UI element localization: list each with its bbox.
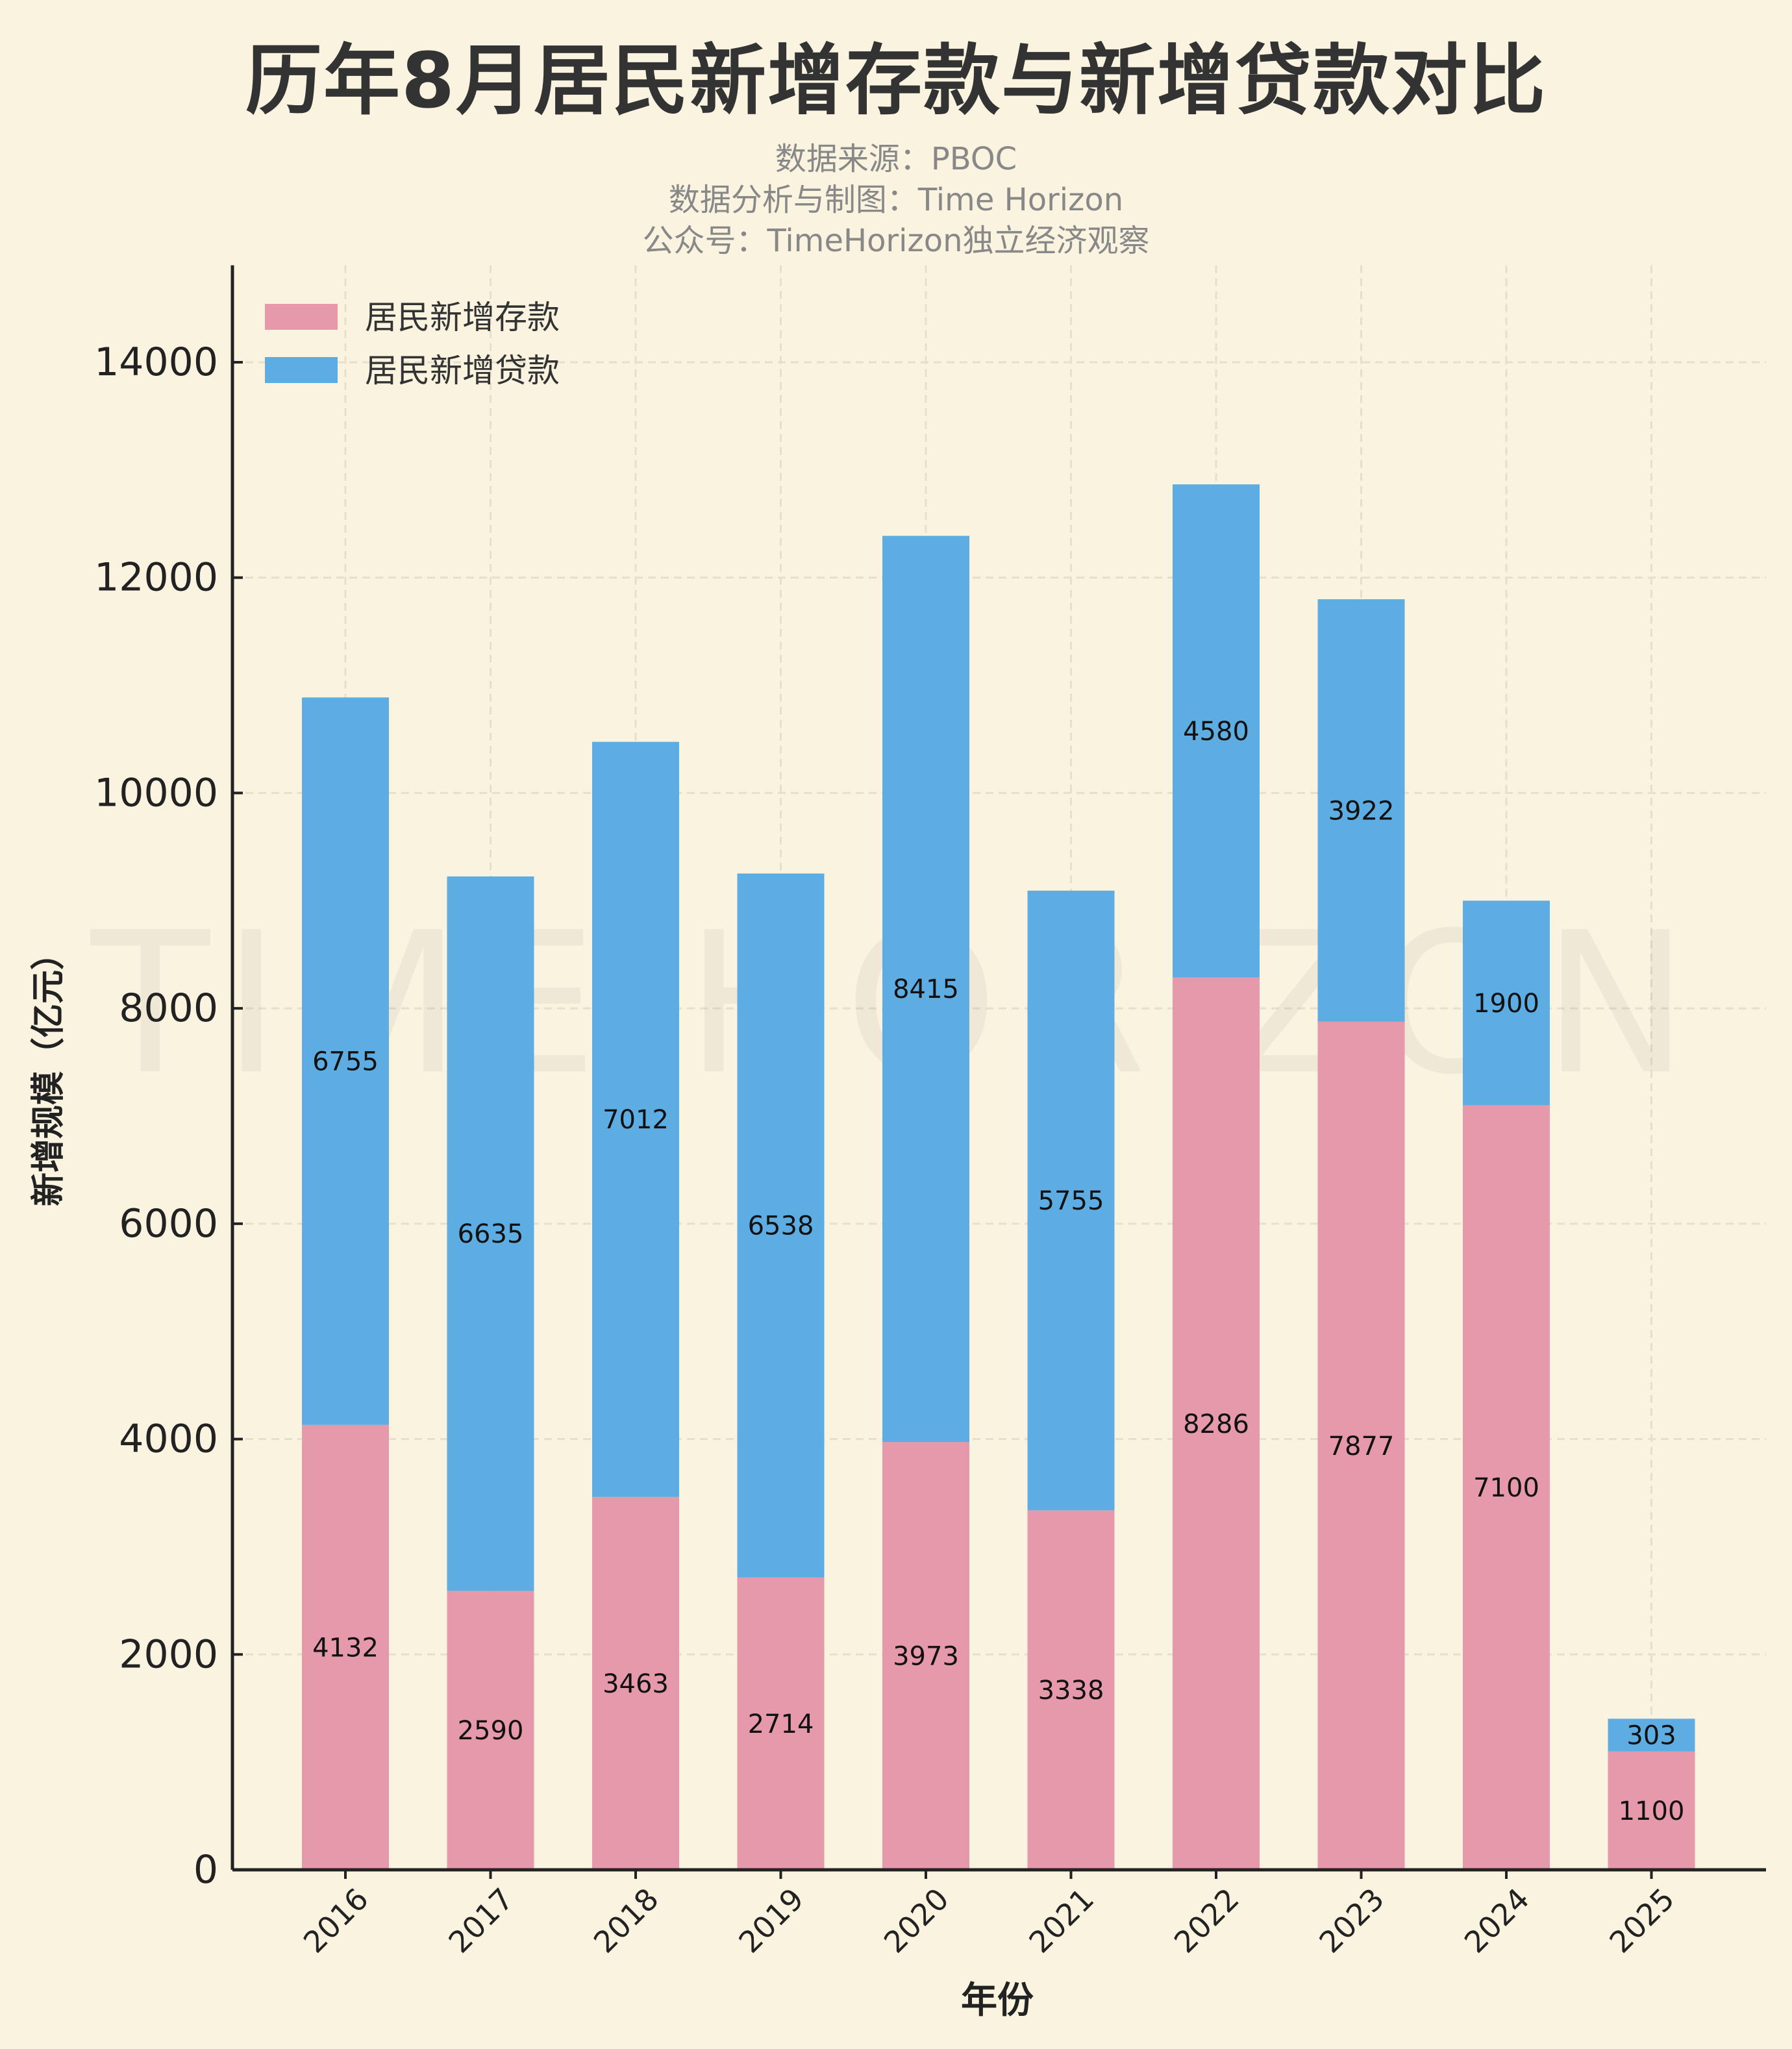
bar-loan-2022 bbox=[1173, 484, 1260, 978]
x-tick-label: 2021 bbox=[1022, 1881, 1101, 1960]
data-label: 2590 bbox=[458, 1716, 524, 1746]
x-tick-label: 2023 bbox=[1312, 1881, 1391, 1960]
bar-loan-2021 bbox=[1027, 890, 1115, 1511]
bars-layer bbox=[302, 484, 1695, 1870]
x-tick-label: 2024 bbox=[1458, 1881, 1536, 1960]
bar-deposit-2020 bbox=[882, 1442, 969, 1870]
data-label: 7100 bbox=[1473, 1473, 1539, 1503]
x-tick-label: 2025 bbox=[1602, 1881, 1681, 1960]
y-axis-label: 新增规模（亿元） bbox=[29, 936, 68, 1206]
bar-loan-2024 bbox=[1463, 900, 1550, 1106]
bar-deposit-2019 bbox=[737, 1577, 825, 1870]
subtitle-source: 数据来源：PBOC bbox=[775, 141, 1017, 177]
bar-loan-2016 bbox=[302, 697, 389, 1425]
data-label: 8286 bbox=[1183, 1409, 1249, 1439]
data-label: 1900 bbox=[1473, 989, 1539, 1019]
y-tick-label: 4000 bbox=[119, 1417, 218, 1462]
x-tick-label: 2017 bbox=[442, 1881, 520, 1960]
bar-deposit-2017 bbox=[447, 1591, 534, 1870]
bar-loan-2020 bbox=[882, 536, 969, 1443]
bar-loan-2017 bbox=[447, 876, 534, 1591]
data-label: 3338 bbox=[1038, 1676, 1104, 1706]
y-tick-label: 14000 bbox=[94, 340, 218, 385]
y-tick-label: 2000 bbox=[119, 1632, 218, 1677]
legend-label-loan: 居民新增贷款 bbox=[365, 352, 560, 390]
y-tick-label: 8000 bbox=[119, 986, 218, 1031]
bar-deposit-2024 bbox=[1463, 1105, 1550, 1870]
data-label: 303 bbox=[1626, 1720, 1676, 1750]
data-label: 3973 bbox=[893, 1642, 959, 1672]
bar-deposit-2016 bbox=[302, 1424, 389, 1870]
data-label: 6538 bbox=[748, 1211, 814, 1241]
data-label: 7877 bbox=[1328, 1432, 1395, 1461]
x-tick-label: 2018 bbox=[587, 1881, 666, 1960]
y-tick-label: 0 bbox=[193, 1847, 218, 1893]
legend-label-deposit: 居民新增存款 bbox=[365, 299, 560, 336]
y-tick-label: 12000 bbox=[94, 555, 218, 601]
legend-swatch-loan bbox=[265, 357, 338, 383]
legend-swatch-deposit bbox=[265, 304, 338, 330]
data-label: 6755 bbox=[312, 1047, 379, 1076]
data-labels-layer: 4132 6755 2590 6635 3463 7012 2714 6538 3973 8415… bbox=[312, 717, 1684, 1826]
bar-loan-2023 bbox=[1317, 599, 1405, 1022]
bar-deposit-2021 bbox=[1027, 1510, 1115, 1870]
bar-deposit-2023 bbox=[1317, 1021, 1405, 1870]
bar-loan-2025 bbox=[1608, 1719, 1695, 1752]
data-label: 6635 bbox=[458, 1219, 524, 1249]
data-label: 2714 bbox=[748, 1709, 814, 1739]
x-tick-label: 2019 bbox=[732, 1881, 810, 1960]
data-label: 8415 bbox=[893, 975, 959, 1004]
bar-loan-2018 bbox=[592, 741, 679, 1497]
x-tick-label: 2022 bbox=[1167, 1881, 1246, 1960]
data-label: 4580 bbox=[1183, 717, 1249, 747]
y-tick-label: 6000 bbox=[119, 1201, 218, 1247]
bar-deposit-2018 bbox=[592, 1496, 679, 1870]
data-label: 1100 bbox=[1619, 1796, 1685, 1826]
data-label: 3922 bbox=[1328, 796, 1395, 826]
data-label: 3463 bbox=[603, 1669, 669, 1699]
subtitle-analysis: 数据分析与制图：Time Horizon bbox=[668, 182, 1124, 218]
data-label: 7012 bbox=[603, 1105, 669, 1135]
x-tick-label: 2016 bbox=[297, 1881, 375, 1960]
chart-title: 历年8月居民新增存款与新增贷款对比 bbox=[245, 36, 1547, 125]
y-tick-label: 10000 bbox=[94, 770, 218, 815]
data-label: 5755 bbox=[1038, 1186, 1104, 1216]
subtitle-account: 公众号：TimeHorizon独立经济观察 bbox=[642, 223, 1150, 259]
data-label: 4132 bbox=[312, 1633, 379, 1663]
bar-loan-2019 bbox=[737, 873, 825, 1578]
bar-deposit-2022 bbox=[1173, 977, 1260, 1870]
x-tick-label: 2020 bbox=[877, 1881, 956, 1960]
x-axis-label: 年份 bbox=[961, 1980, 1034, 2022]
bar-deposit-2025 bbox=[1608, 1751, 1695, 1870]
